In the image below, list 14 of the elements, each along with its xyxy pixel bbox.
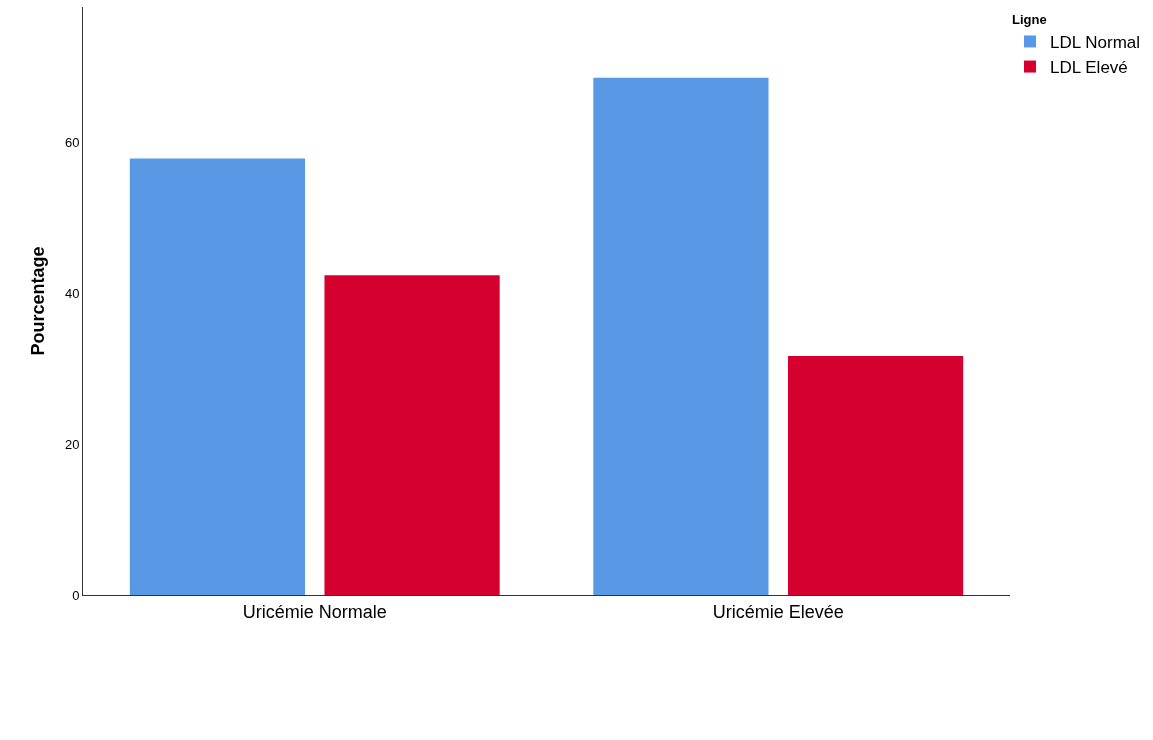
y-tick-label: 40 bbox=[64, 286, 80, 302]
bar bbox=[324, 275, 500, 595]
x-tick-label: Uricémie Normale bbox=[242, 601, 387, 622]
bar bbox=[787, 356, 964, 595]
y-tick-label: 0 bbox=[72, 587, 80, 603]
y-tick-label: 20 bbox=[64, 436, 80, 452]
legend-label: LDL Normal bbox=[1050, 33, 1141, 53]
y-axis-title: Pourcentage bbox=[28, 246, 49, 356]
legend-title: Ligne bbox=[1012, 11, 1047, 27]
y-tick-label: 60 bbox=[64, 135, 80, 151]
bar bbox=[593, 77, 769, 595]
x-tick-label: Uricémie Elevée bbox=[712, 601, 844, 622]
legend-label: LDL Elevé bbox=[1050, 58, 1128, 78]
bar bbox=[129, 158, 306, 595]
